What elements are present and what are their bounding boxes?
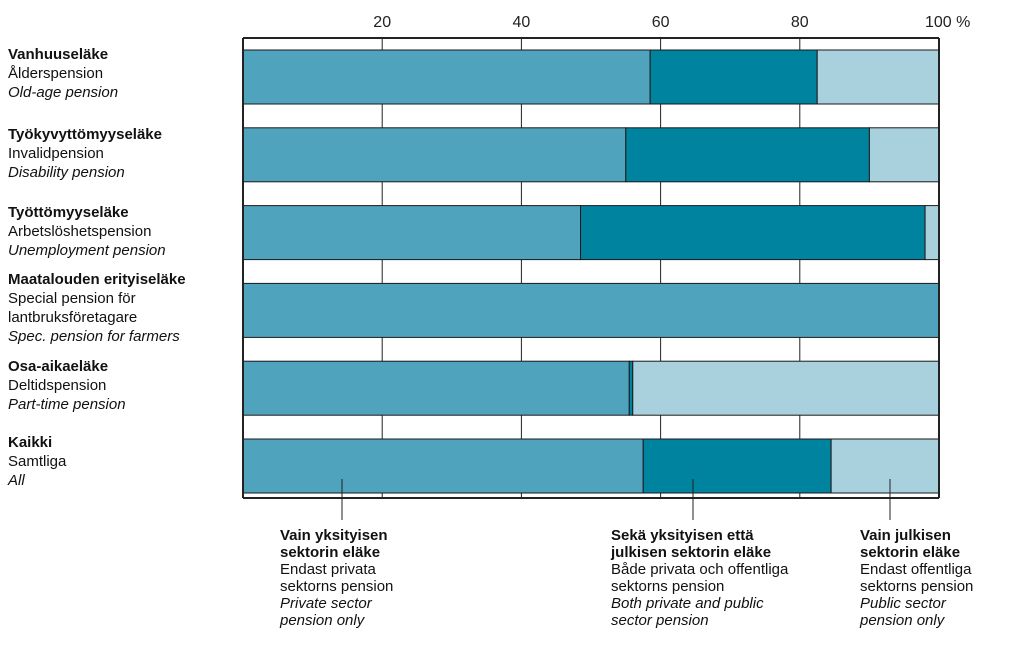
legend-label-en: Private sector pension only <box>280 595 372 629</box>
bar-segment <box>242 49 651 105</box>
bar-segment <box>924 205 940 261</box>
category-label: Maatalouden erityiseläke Special pension … <box>8 270 186 346</box>
x-tick-label-80: 80 <box>791 14 809 31</box>
category-label-sv: Special pension för <box>8 290 136 307</box>
x-tick-label-40: 40 <box>513 14 531 31</box>
legend-label-sv: Både privata och offentliga sektorns pen… <box>611 561 789 595</box>
legend-label-fi: Vain yksityisen sektorin eläke <box>280 527 388 561</box>
category-label: Kaikki Samtliga All <box>8 433 66 490</box>
bar-segment <box>242 205 582 261</box>
legend-entry: Vain julkisen sektorin eläke Endast offen… <box>860 527 973 629</box>
bar-segment <box>628 360 634 416</box>
category-label-sv: Invalidpension <box>8 145 104 162</box>
category-label-fi: Osa-aikaeläke <box>8 358 109 375</box>
x-tick-label-100: 100 % <box>925 14 970 31</box>
legend-label-fi: Vain julkisen sektorin eläke <box>860 527 961 561</box>
category-label-sv: lantbruksföretagare <box>8 309 138 326</box>
category-label: Vanhuuseläke Ålderspension Old-age pension <box>8 45 118 102</box>
category-label-en: Spec. pension for farmers <box>8 328 180 345</box>
category-label-fi: Maatalouden erityiseläke <box>8 271 186 288</box>
category-label-sv: Deltidspension <box>8 377 107 394</box>
bar-segment <box>816 49 940 105</box>
category-label-fi: Työkyvyttömyyseläke <box>8 126 162 143</box>
plot-area <box>243 38 939 498</box>
bar-segment <box>868 127 940 183</box>
category-label-en: Unemployment pension <box>8 242 166 259</box>
legend-label-fi: Sekä yksityisen että julkisen sektorin e… <box>611 527 772 561</box>
bar-segment <box>242 438 644 494</box>
category-label: Osa-aikaeläke Deltidspension Part-time pen… <box>8 357 126 414</box>
bar-segment <box>830 438 940 494</box>
legend-label-en: Both private and public sector pension <box>611 595 764 629</box>
bar-segment <box>642 438 832 494</box>
bar-segment <box>242 127 627 183</box>
bar-segment <box>632 360 940 416</box>
category-label-fi: Vanhuuseläke <box>8 46 109 63</box>
x-tick-label-60: 60 <box>652 14 670 31</box>
category-label-en: Part-time pension <box>8 396 126 413</box>
category-label-en: All <box>8 472 25 489</box>
legend-label-en: Public sector pension only <box>860 595 946 629</box>
category-label-fi: Työttömyyseläke <box>8 204 129 221</box>
category-label-fi: Kaikki <box>8 434 53 451</box>
category-label: Työkyvyttömyyseläke Invalidpension Disabil… <box>8 125 162 182</box>
legend-entry: Vain yksityisen sektorin eläke Endast pri… <box>280 527 393 629</box>
category-label-en: Old-age pension <box>8 84 119 101</box>
legend-label-sv: Endast offentliga sektorns pension <box>860 561 974 595</box>
legend-entry: Sekä yksityisen että julkisen sektorin e… <box>611 527 788 629</box>
category-label-en: Disability pension <box>8 164 125 181</box>
legend-label-sv: Endast privata sektorns pension <box>280 561 394 595</box>
category-label-sv: Samtliga <box>8 453 67 470</box>
bar-segment <box>242 282 940 338</box>
bar-segment <box>242 360 630 416</box>
bar-segment <box>649 49 818 105</box>
category-label: Työttömyyseläke Arbetslöshetspension Unemp… <box>8 203 166 260</box>
category-label-sv: Ålderspension <box>8 65 104 82</box>
x-tick-label-20: 20 <box>373 14 391 31</box>
bar-segment <box>580 205 926 261</box>
bar-segment <box>625 127 870 183</box>
category-label-sv: Arbetslöshetspension <box>8 223 152 240</box>
